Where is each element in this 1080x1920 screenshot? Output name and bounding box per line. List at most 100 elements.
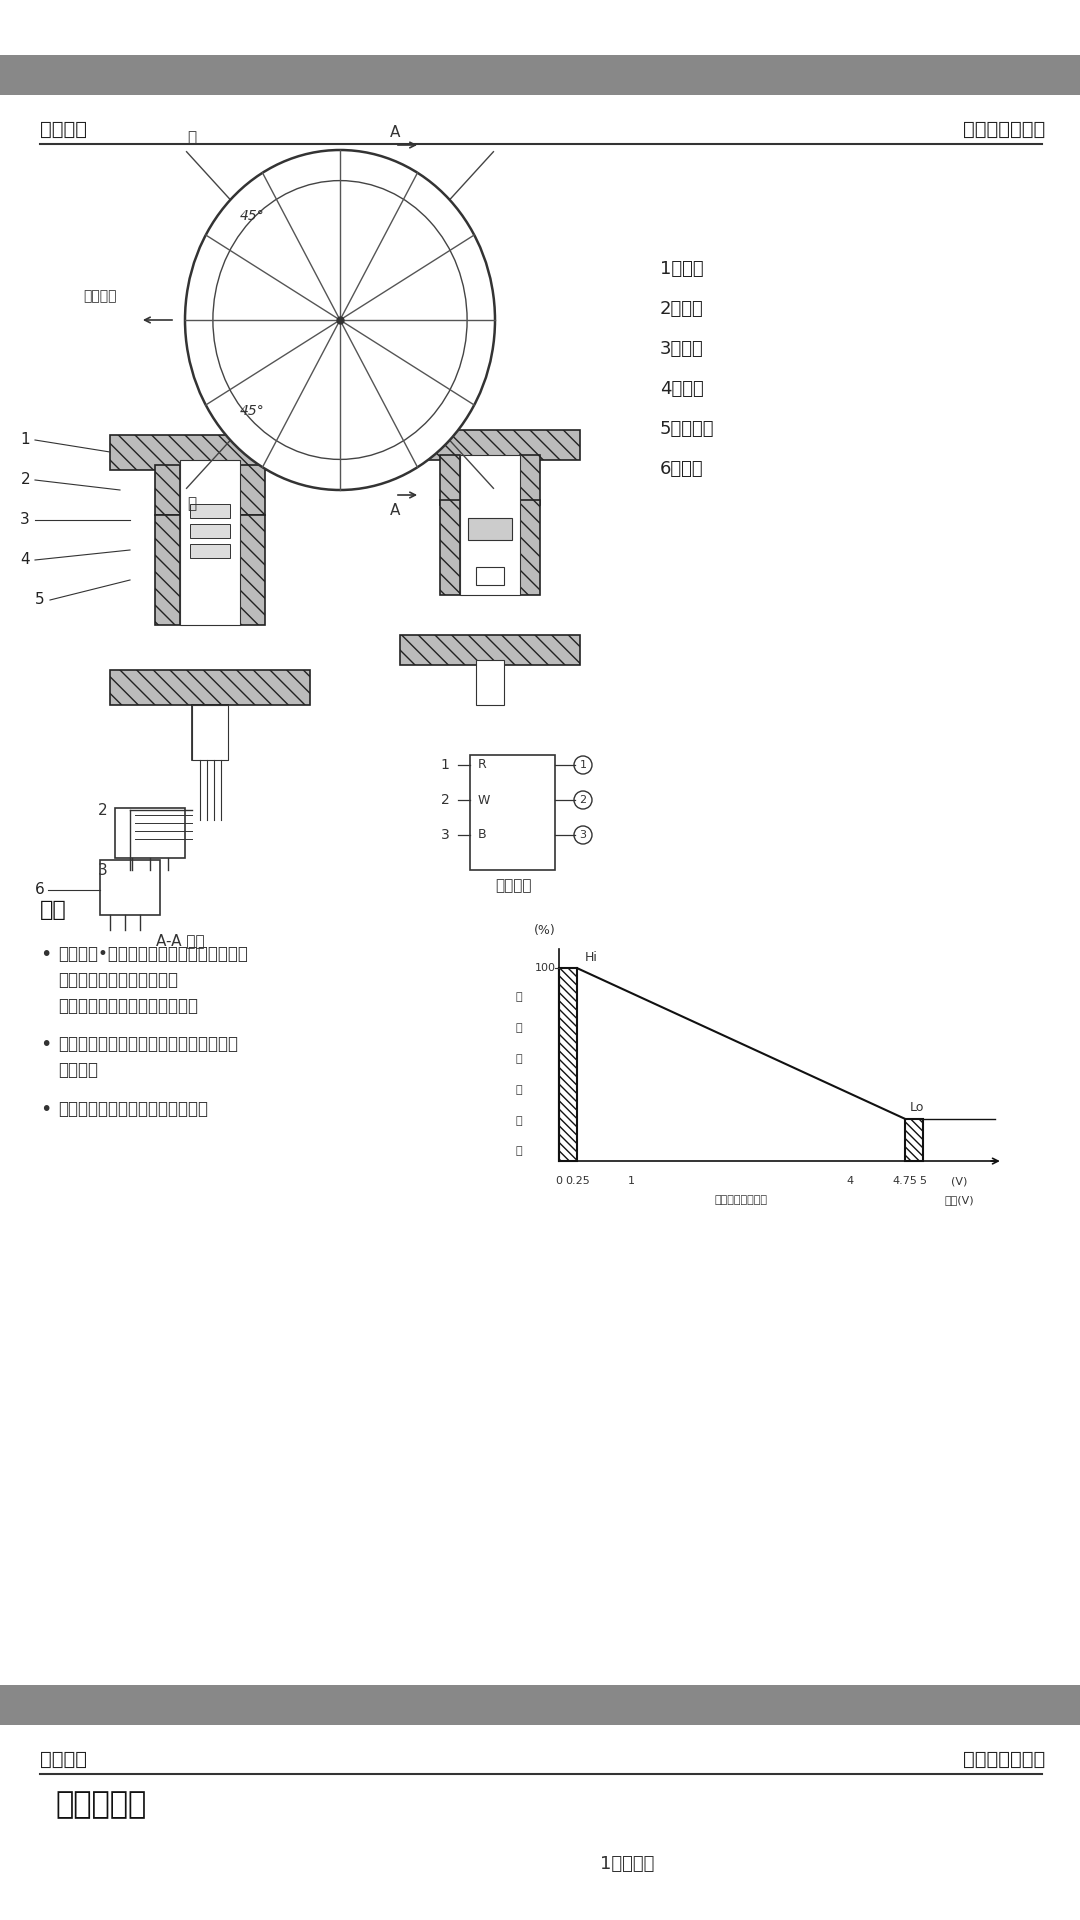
Bar [476, 566, 504, 586]
Bar [400, 636, 580, 664]
Text: 出: 出 [516, 1023, 523, 1033]
Ellipse shape [185, 150, 495, 490]
Text: 5．电位计: 5．电位计 [660, 420, 715, 438]
Bar [190, 503, 230, 518]
Text: 1．按钮: 1．按钮 [660, 259, 704, 278]
Bar [240, 515, 265, 626]
Text: •: • [40, 1100, 52, 1119]
Bar [192, 705, 228, 760]
Text: A-A 剖面: A-A 剖面 [156, 933, 204, 948]
Bar [156, 465, 180, 515]
Bar [559, 968, 578, 1162]
Text: 机器前边: 机器前边 [83, 290, 117, 303]
Text: 1．电位计: 1．电位计 [600, 1855, 654, 1874]
Bar [470, 755, 555, 870]
Text: 特: 特 [516, 1116, 523, 1125]
Bar [0, 1686, 1080, 1724]
Text: R: R [478, 758, 487, 772]
Text: 2: 2 [98, 803, 108, 818]
Bar [156, 515, 180, 626]
Bar [100, 860, 160, 916]
Bar [440, 499, 460, 595]
Text: 电: 电 [516, 1054, 523, 1064]
Text: 电路组合: 电路组合 [495, 877, 531, 893]
Text: 电气系统: 电气系统 [40, 119, 87, 138]
Text: W: W [478, 793, 490, 806]
Text: 0.25: 0.25 [565, 1177, 590, 1187]
Bar [110, 436, 310, 470]
Text: 2: 2 [21, 472, 30, 488]
Text: 1: 1 [441, 758, 449, 772]
Text: 节流电压特性曲线: 节流电压特性曲线 [714, 1196, 768, 1206]
Text: 发动机控制系统: 发动机控制系统 [962, 119, 1045, 138]
Bar [460, 455, 519, 595]
Text: 4.75: 4.75 [892, 1177, 917, 1187]
Text: 电气系统: 电气系统 [40, 1749, 87, 1768]
Text: 功能: 功能 [40, 900, 67, 920]
Text: 100: 100 [535, 964, 555, 973]
Text: 5: 5 [36, 593, 45, 607]
Text: 2: 2 [441, 793, 449, 806]
Bar [905, 1119, 922, 1162]
Text: •: • [40, 1035, 52, 1054]
Text: 3: 3 [98, 862, 108, 877]
Text: 3: 3 [441, 828, 449, 843]
Text: B: B [478, 829, 487, 841]
Text: •: • [40, 945, 52, 964]
Text: (%): (%) [534, 924, 555, 937]
Bar [240, 465, 265, 515]
Text: 5: 5 [919, 1177, 927, 1187]
Text: 1: 1 [580, 760, 586, 770]
Text: 3: 3 [21, 513, 30, 528]
Text: 2: 2 [580, 795, 586, 804]
Text: 0: 0 [555, 1177, 563, 1187]
Text: (V): (V) [950, 1177, 968, 1187]
Bar [519, 499, 540, 595]
Text: 高: 高 [188, 131, 197, 146]
Text: 2．表盘: 2．表盘 [660, 300, 704, 319]
Text: 1: 1 [629, 1177, 635, 1187]
Circle shape [573, 756, 592, 774]
Text: 输: 输 [516, 993, 523, 1002]
Text: 4．滚珠: 4．滚珠 [660, 380, 704, 397]
Text: Hi: Hi [584, 950, 597, 964]
Text: 马达的转动通过齿轮传给电位计。: 马达的转动通过齿轮传给电位计。 [58, 1100, 208, 1117]
Text: Lo: Lo [909, 1100, 924, 1114]
Bar [192, 705, 228, 760]
Text: A: A [390, 125, 401, 140]
Text: 3: 3 [580, 829, 586, 841]
Bar [476, 660, 504, 705]
Text: 由调速器•泵控制器发出的驱动信号转动马: 由调速器•泵控制器发出的驱动信号转动马 [58, 945, 248, 964]
Text: 另外安装调节用电位计，以监控马达的工: 另外安装调节用电位计，以监控马达的工 [58, 1035, 238, 1052]
Text: 6: 6 [36, 883, 45, 897]
Bar [190, 524, 230, 538]
Bar [110, 670, 310, 705]
Text: 发动机控制系统: 发动机控制系统 [962, 1749, 1045, 1768]
Bar [440, 455, 460, 505]
Circle shape [573, 826, 592, 845]
Text: 45°: 45° [240, 209, 265, 223]
Bar [468, 518, 512, 540]
Bar [190, 543, 230, 559]
Text: 6．插头: 6．插头 [660, 461, 704, 478]
Bar [180, 461, 240, 626]
Text: 作情况。: 作情况。 [58, 1062, 98, 1079]
Text: 1: 1 [21, 432, 30, 447]
Text: 4: 4 [21, 553, 30, 568]
Text: 提供动力的马达采用步进马达。: 提供动力的马达采用步进马达。 [58, 996, 198, 1016]
Bar [114, 808, 185, 858]
Text: 低: 低 [188, 495, 197, 511]
Text: 4: 4 [847, 1177, 853, 1187]
Text: A: A [390, 503, 401, 518]
Ellipse shape [213, 180, 468, 459]
Text: 性: 性 [516, 1146, 523, 1156]
Bar [400, 430, 580, 461]
Bar [519, 455, 540, 505]
Text: 45°: 45° [240, 403, 265, 419]
Bar [0, 56, 1080, 94]
Text: 压: 压 [516, 1085, 523, 1094]
Circle shape [573, 791, 592, 808]
Text: 达，来控制喷油泵调速杆。: 达，来控制喷油泵调速杆。 [58, 972, 178, 989]
Text: 调速器马达: 调速器马达 [55, 1789, 146, 1818]
Text: 3．弹簧: 3．弹簧 [660, 340, 704, 357]
